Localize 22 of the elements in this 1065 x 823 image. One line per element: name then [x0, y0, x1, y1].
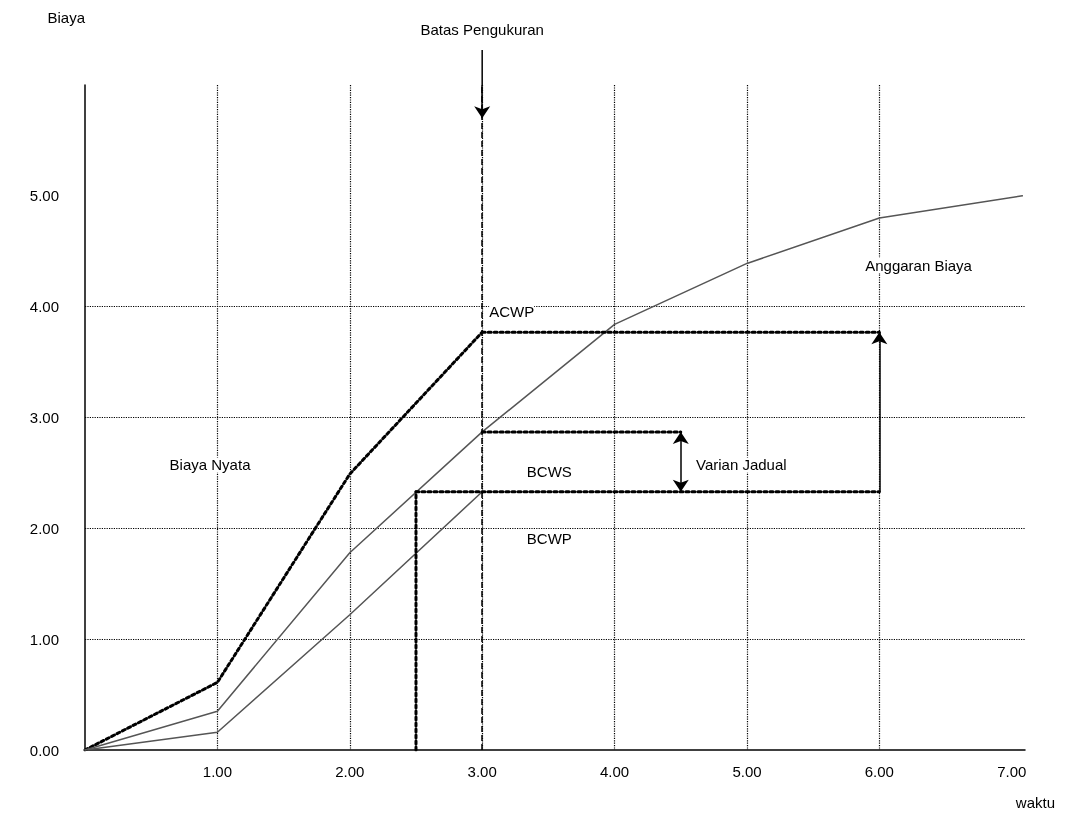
ref-line-label: Batas Pengukuran	[420, 21, 544, 38]
y-tick-label: 2.00	[29, 519, 59, 537]
x-axis-title: waktu	[1014, 794, 1055, 811]
x-tick-label: 3.00	[467, 763, 497, 780]
annotation: Biaya Nyata	[169, 456, 252, 474]
y-tick-label: 1.00	[29, 630, 59, 648]
annotation: BCWP	[526, 529, 572, 547]
annotation: ACWP	[489, 303, 535, 321]
x-tick-label: 1.00	[202, 763, 232, 780]
y-tick-label: 5.00	[29, 187, 59, 205]
y-tick-label: 4.00	[29, 298, 59, 316]
x-tick-label: 5.00	[732, 763, 762, 780]
x-tick-label: 2.00	[335, 763, 365, 780]
annotation: Varian Jadual	[696, 456, 787, 474]
y-tick-label: 0.00	[29, 741, 59, 759]
y-tick-label: 3.00	[29, 409, 59, 426]
y-axis-title: Biaya	[47, 9, 86, 26]
x-tick-label: 4.00	[599, 763, 630, 780]
x-tick-label: 6.00	[864, 763, 894, 780]
annotation: BCWS	[526, 463, 572, 481]
x-tick-label: 7.00	[997, 763, 1027, 780]
annotation: Anggaran Biaya	[865, 256, 973, 274]
